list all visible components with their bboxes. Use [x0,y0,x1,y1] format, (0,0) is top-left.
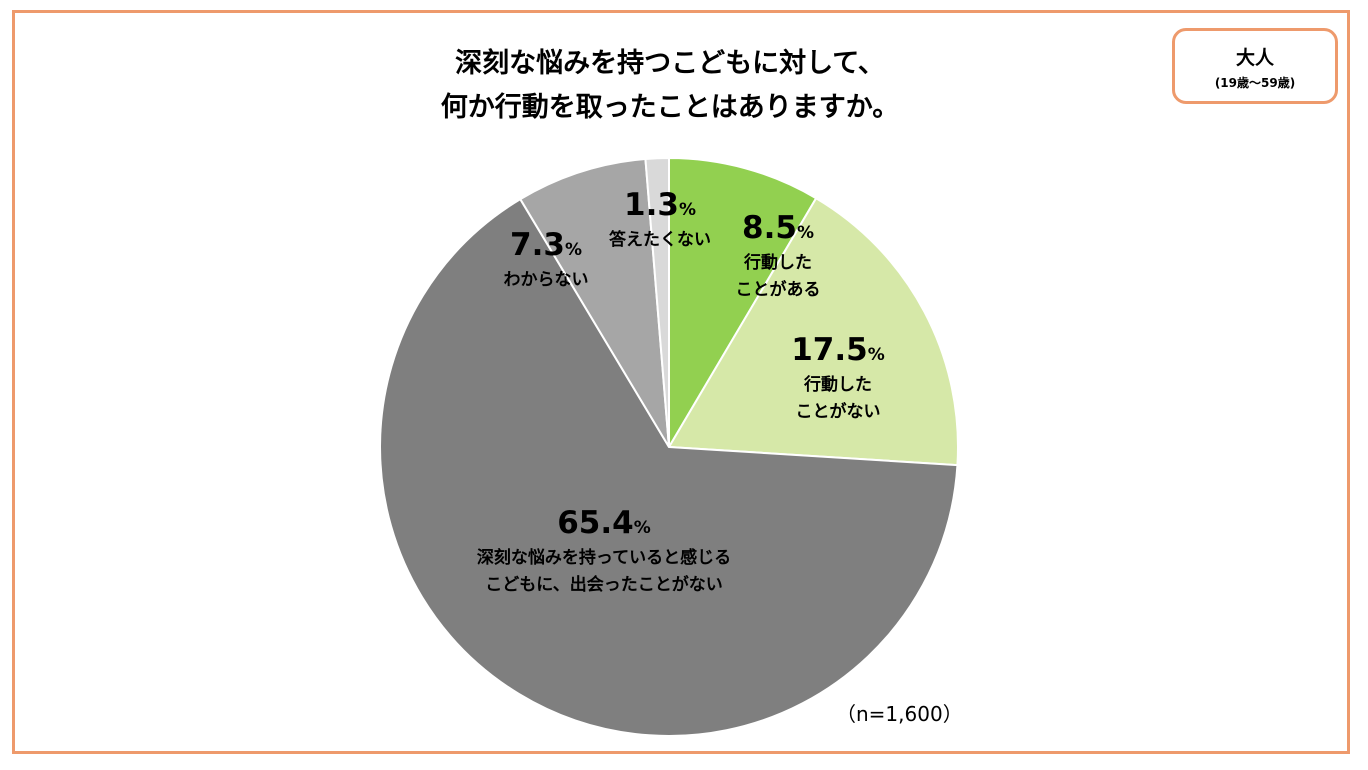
badge-age-range: (19歳～59歳) [1214,76,1296,90]
title-line-1: 深刻な悩みを持つこどもに対して、 [455,48,885,79]
age-group-badge: 大人 (19歳～59歳) [1172,28,1338,104]
slice-no-answer [644,156,670,448]
badge-label: 大人 [1235,47,1274,69]
slice-never-met [379,197,959,737]
slice-not-acted-category-label: ことがない [796,401,881,422]
slice-no-answer-category-label: 答えたくない [609,229,711,250]
slice-acted [668,156,818,451]
pie-slices [379,156,959,737]
slice-no-answer-value-label: 1.3% [624,187,696,223]
slice-dont-know [518,157,670,448]
title-line-2: 何か行動を取ったことはありますか。 [440,92,900,123]
slice-never-met-value-label: 65.4% [557,505,651,541]
slice-acted-category-label: ことがある [736,279,821,300]
slice-not-acted-category-label: 行動した [803,374,872,395]
pie-labels: 8.5%行動したことがある17.5%行動したことがない65.4%深刻な悩みを持っ… [477,187,885,595]
slice-dont-know-value-label: 7.3% [510,227,582,263]
chart-frame [12,10,1350,754]
slice-dont-know-category-label: わからない [504,270,589,290]
slice-not-acted-value-label: 17.5% [791,332,885,368]
slice-not-acted [667,196,959,467]
sample-size: （n=1,600） [836,702,963,726]
slice-acted-category-label: 行動した [743,252,812,273]
chart-title: 深刻な悩みを持つこどもに対して、 何か行動を取ったことはありますか。 [380,42,960,130]
slice-never-met-category-label: 深刻な悩みを持っていると感じる [477,547,731,568]
slice-acted-value-label: 8.5% [742,210,814,246]
slice-never-met-category-label: こどもに、出会ったことがない [485,574,723,595]
